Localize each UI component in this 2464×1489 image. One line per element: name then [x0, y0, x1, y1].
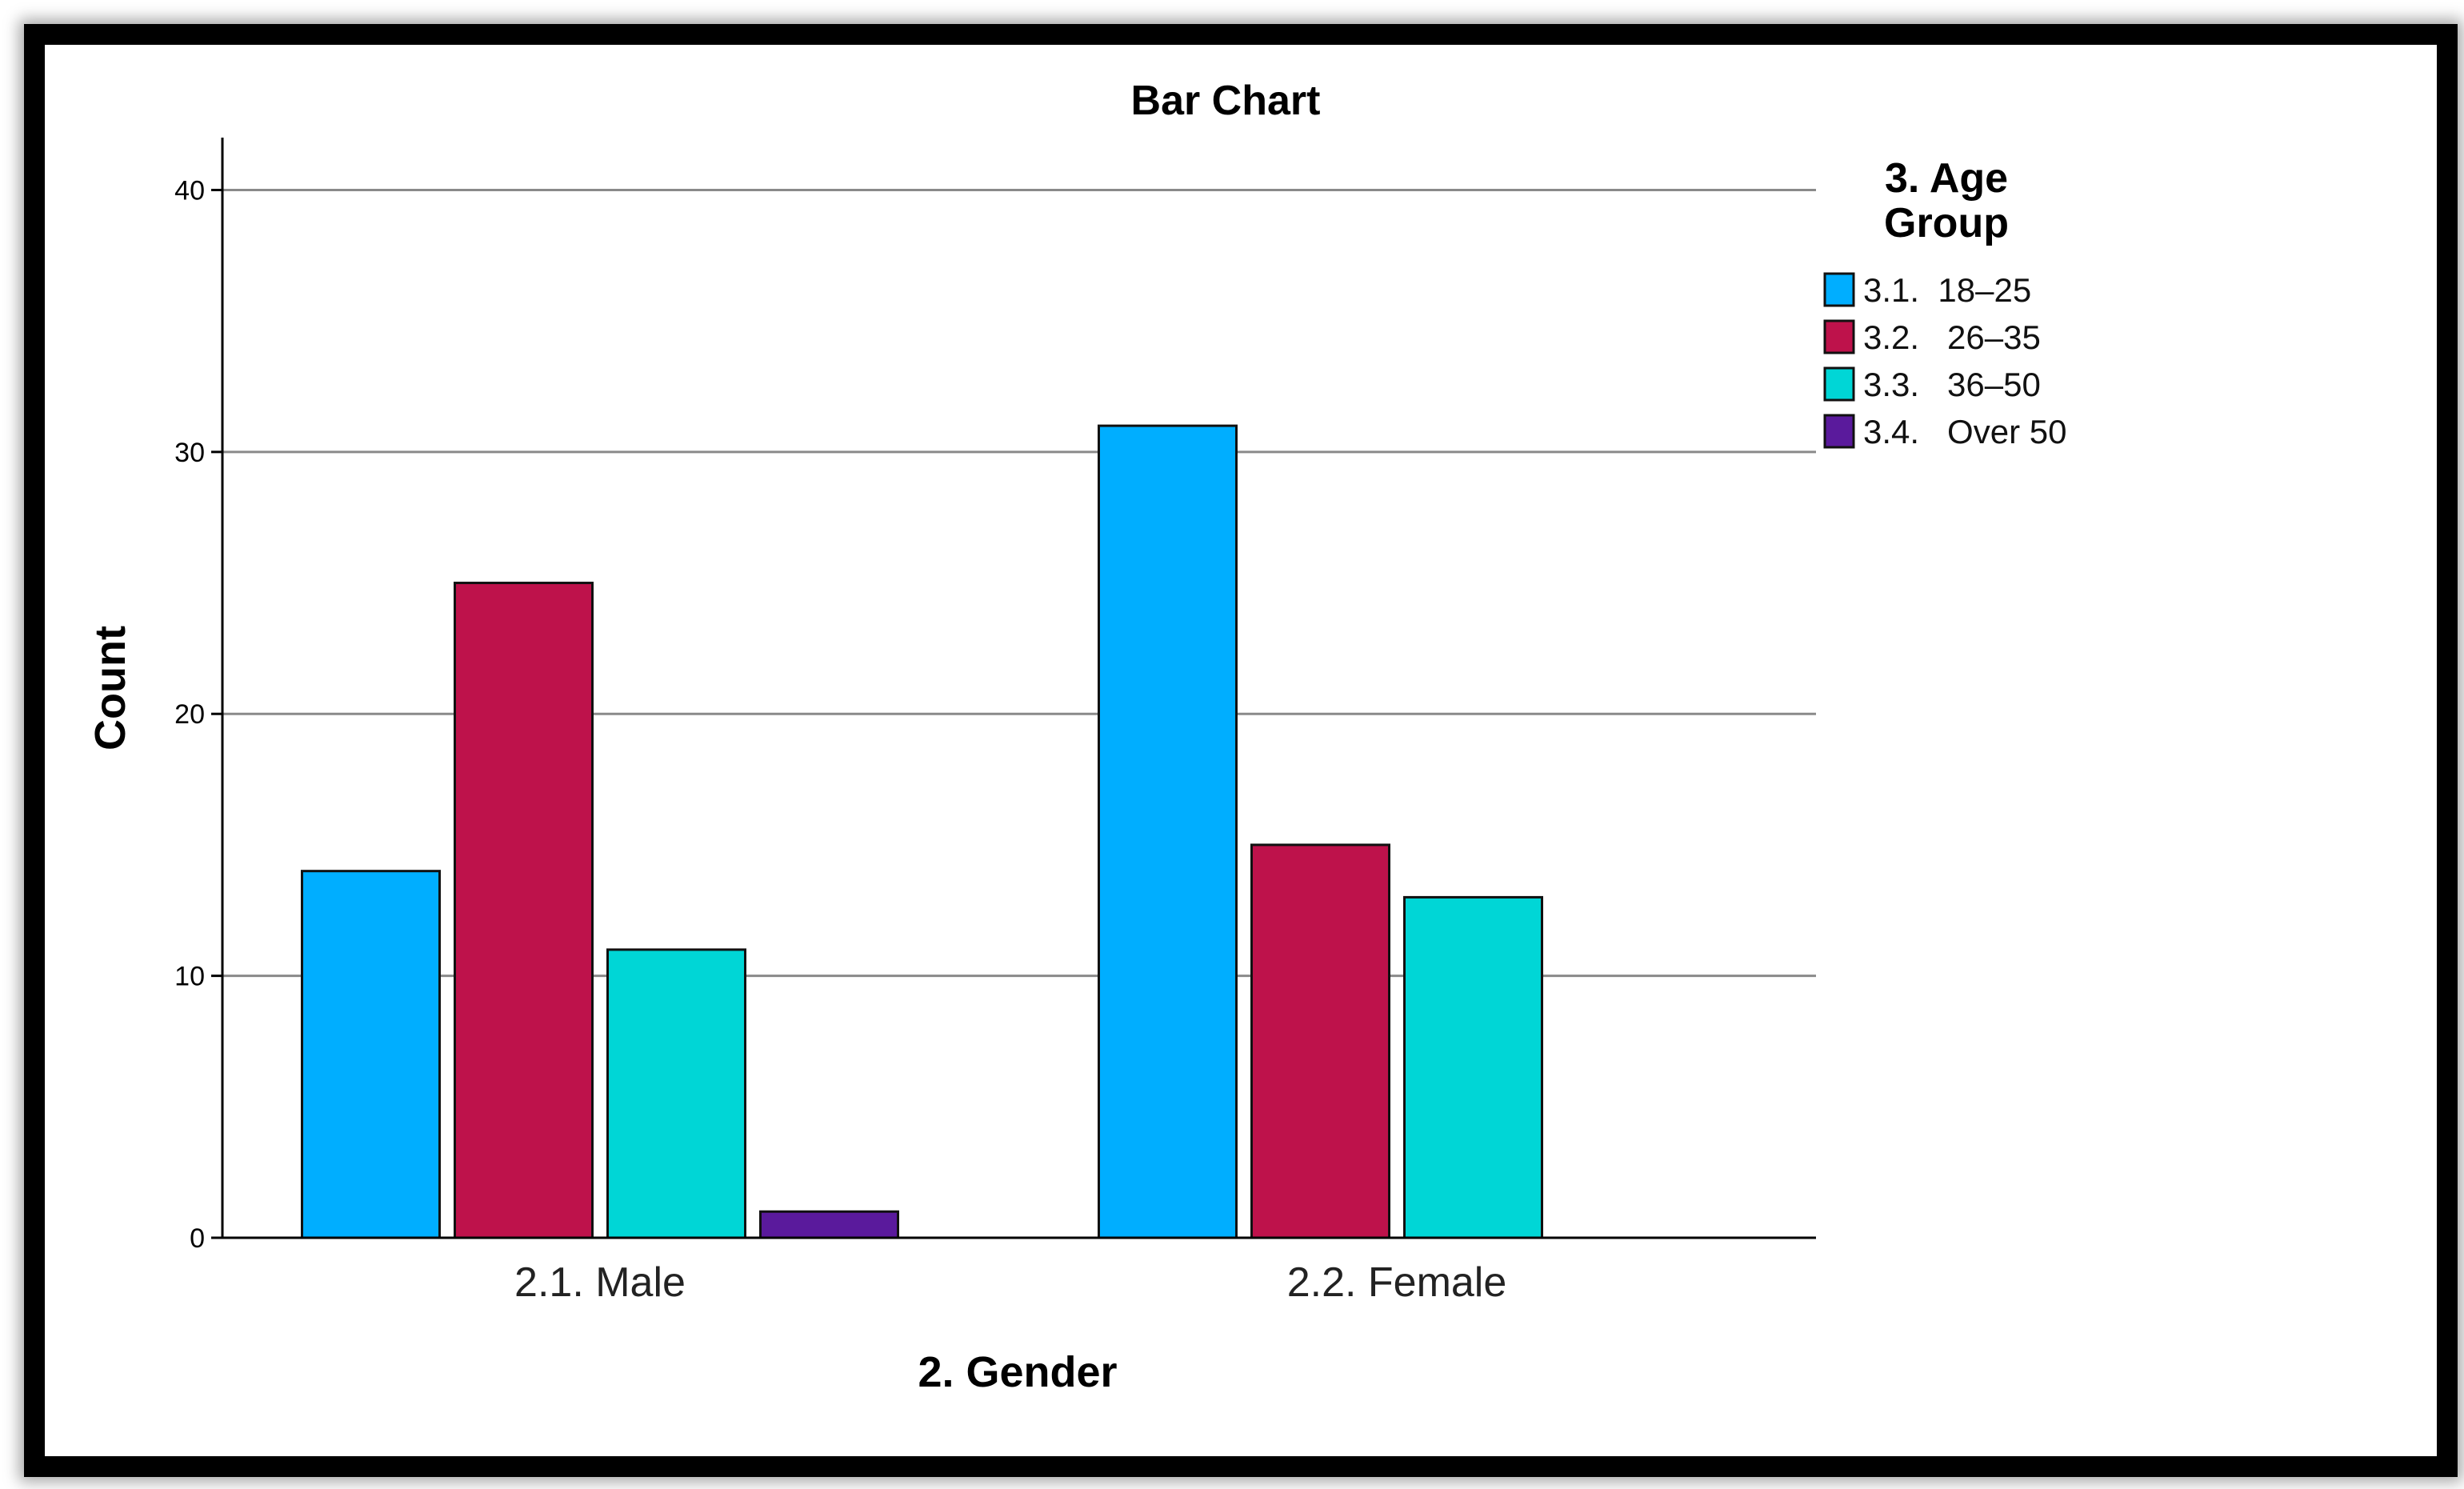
y-tick-label-30: 30 — [174, 438, 205, 468]
bar-1-2 — [454, 582, 594, 1239]
bar-2-1 — [1098, 424, 1238, 1239]
legend-title-line-2: Group — [1884, 200, 2009, 246]
legend: 3. Age Group 3.1. 18–25 3.2. 26–35 3.3. 36… — [1823, 155, 2066, 450]
legend-swatch-4 — [1823, 414, 1855, 449]
chart-title: Bar Chart — [1131, 78, 1321, 124]
legend-label-2: 3.2. 26–35 — [1863, 318, 2041, 356]
x-category-labels: 2.1. Male 2.2. Female — [514, 1259, 1506, 1306]
y-tick-label-40: 40 — [174, 175, 205, 206]
y-axis-title: Count — [86, 626, 134, 751]
x-category-label-1: 2.1. Male — [514, 1259, 686, 1306]
legend-label-3: 3.3. 36–50 — [1863, 366, 2041, 403]
legend-swatch-2 — [1823, 319, 1855, 354]
bar-2-3 — [1403, 895, 1543, 1239]
legend-title-line-1: 3. Age — [1885, 155, 2008, 202]
x-axis-title: 2. Gender — [918, 1348, 1117, 1396]
bar-1-3 — [606, 948, 746, 1239]
y-tick-label-20: 20 — [174, 699, 205, 730]
legend-label-4: 3.4. Over 50 — [1863, 413, 2066, 450]
bar-1-1 — [301, 870, 441, 1239]
legend-swatch-3 — [1823, 366, 1855, 402]
bar-2-2 — [1250, 843, 1390, 1239]
bars — [301, 424, 1543, 1239]
y-ticks: 0 10 20 30 40 — [174, 175, 222, 1254]
bar-1-4 — [759, 1210, 899, 1239]
legend-label-1: 3.1. 18–25 — [1863, 271, 2031, 309]
y-tick-label-10: 10 — [174, 962, 205, 992]
axes — [221, 138, 1816, 1239]
y-tick-label-0: 0 — [190, 1223, 205, 1254]
legend-swatch-1 — [1823, 272, 1855, 307]
x-category-label-2: 2.2. Female — [1287, 1259, 1507, 1306]
